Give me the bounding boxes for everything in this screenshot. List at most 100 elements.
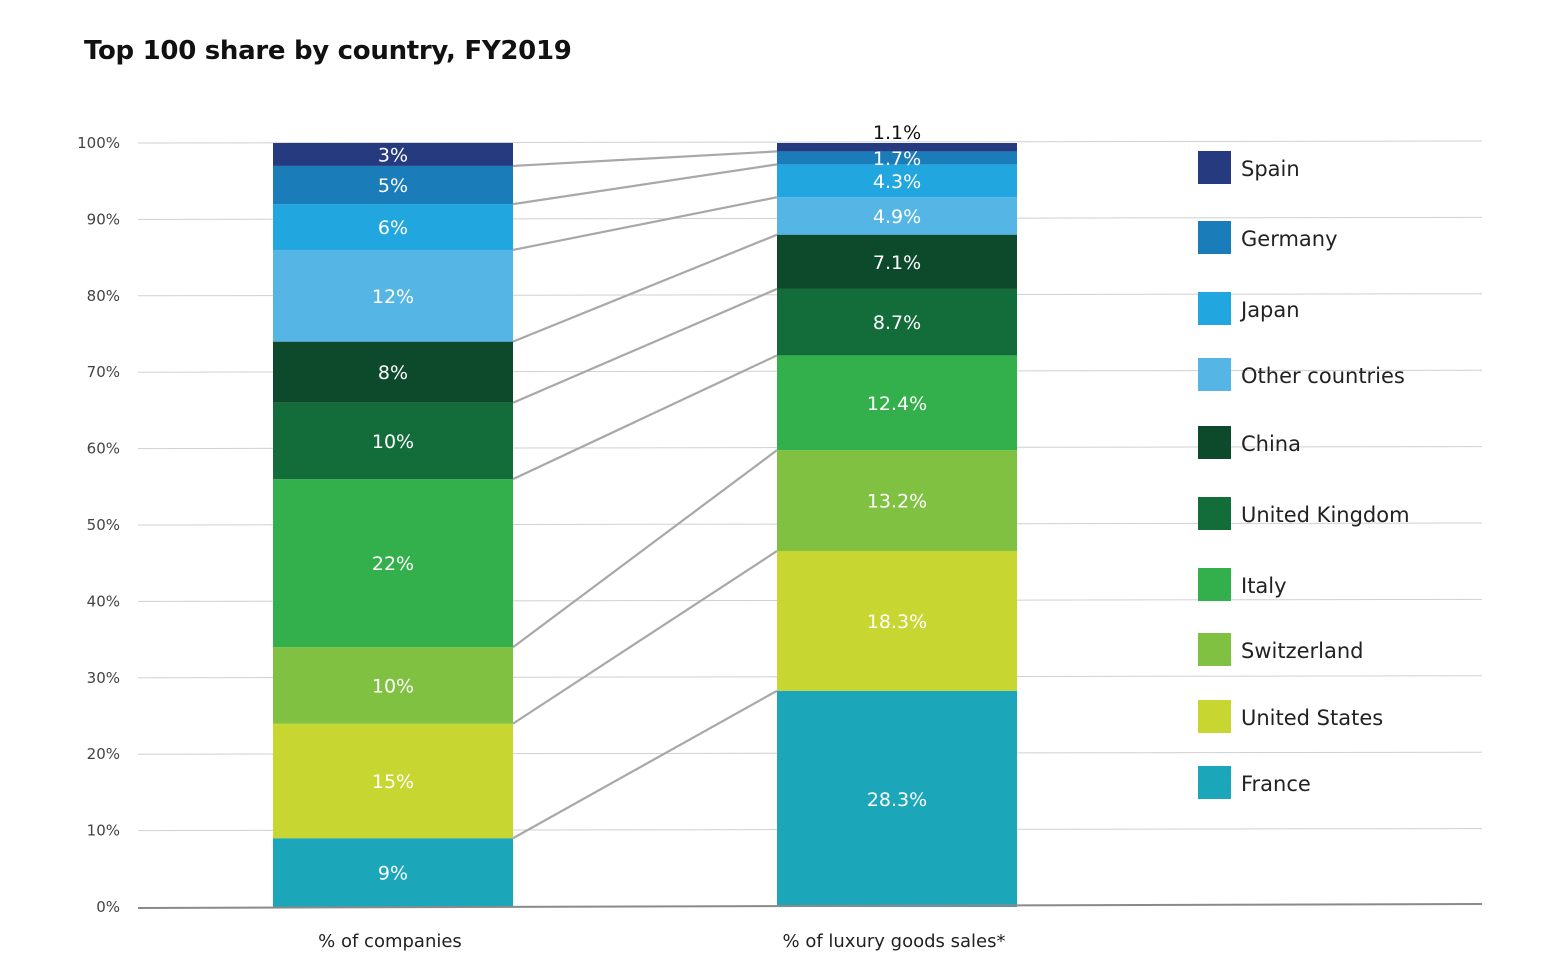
legend-swatch	[1198, 358, 1231, 391]
segment-label: 10%	[372, 675, 414, 697]
legend-item: Germany	[1198, 221, 1338, 254]
legend-label: China	[1241, 432, 1301, 456]
segment-label: 12%	[372, 286, 414, 308]
legend-item: Italy	[1198, 568, 1287, 601]
bar-segment-china	[777, 234, 1017, 289]
y-tick-label: 50%	[87, 516, 120, 534]
segment-label: 18.3%	[867, 611, 927, 633]
connector-line	[512, 689, 778, 840]
axes: 0% 10% 20% 30% 40% 50% 60% 70% 80% 90% 100% % of co…	[77, 134, 1483, 952]
connector-line	[512, 233, 778, 343]
legend-label: Other countries	[1241, 364, 1405, 388]
connector-line	[512, 196, 778, 252]
x-category-label: % of companies	[318, 931, 462, 952]
y-tick-label: 70%	[87, 363, 120, 381]
legend-swatch	[1198, 292, 1231, 325]
segment-label: 15%	[372, 771, 414, 793]
legend-label: Spain	[1241, 157, 1300, 181]
bars	[273, 143, 1017, 907]
legend-label: Germany	[1241, 227, 1338, 251]
x-category-label: % of luxury goods sales*	[783, 931, 1006, 952]
connector-line	[512, 354, 778, 481]
segment-label: 5%	[378, 175, 408, 197]
segment-label: 9%	[378, 863, 408, 885]
chart-title: Top 100 share by country, FY2019	[84, 36, 572, 66]
bar-segment-japan	[777, 164, 1017, 198]
segment-label: 4.9%	[873, 206, 921, 228]
y-tick-label: 40%	[87, 592, 120, 610]
bar-segment-france	[777, 690, 1017, 907]
bar-segment-switzerland	[273, 647, 513, 724]
segment-label: 4.3%	[873, 171, 921, 193]
connector-line	[512, 163, 778, 206]
bar-segment-spain	[777, 143, 1017, 152]
connector-line	[512, 550, 778, 725]
bar-segment-united-kingdom	[777, 288, 1017, 356]
legend-item: Japan	[1198, 292, 1300, 325]
y-tick-label: 90%	[87, 210, 120, 228]
legend-item: France	[1198, 766, 1311, 799]
x-axis-line	[137, 903, 1483, 909]
legend-swatch	[1198, 633, 1231, 666]
segment-label: 1.1%	[873, 122, 921, 144]
segment-label: 22%	[372, 553, 414, 575]
segment-label: 10%	[372, 431, 414, 453]
y-tick-label: 60%	[87, 440, 120, 458]
segment-label: 1.7%	[873, 148, 921, 170]
bar-segment-japan	[273, 204, 513, 250]
bar-segment-united-states	[273, 723, 513, 839]
bar-segment-other-countries	[777, 197, 1017, 235]
connector-line	[512, 287, 778, 404]
bar-segment-china	[273, 341, 513, 403]
segment-label: 8%	[378, 362, 408, 384]
y-tick-label: 100%	[77, 134, 120, 152]
legend: Spain Germany Japan Other countries China Uni…	[1198, 151, 1410, 799]
segment-label: 12.4%	[867, 393, 927, 415]
segment-label: 13.2%	[867, 491, 927, 513]
y-tick-label: 20%	[87, 745, 120, 763]
legend-label: Japan	[1239, 298, 1300, 322]
segment-label: 28.3%	[867, 789, 927, 811]
legend-item: Switzerland	[1198, 633, 1364, 666]
segment-labels: 9% 15% 10% 22% 10% 8% 12% 6% 5% 3% 28.3% 18.3% 13.2%…	[372, 122, 927, 885]
legend-item: Other countries	[1198, 358, 1405, 391]
legend-swatch	[1198, 497, 1231, 530]
legend-swatch	[1198, 151, 1231, 184]
y-tick-label: 10%	[87, 822, 120, 840]
legend-label: Italy	[1241, 574, 1287, 598]
bar-segment-switzerland	[777, 450, 1017, 551]
legend-swatch	[1198, 766, 1231, 799]
bar-segment-italy	[273, 479, 513, 648]
legend-item: United States	[1198, 700, 1383, 733]
legend-swatch	[1198, 700, 1231, 733]
legend-swatch	[1198, 221, 1231, 254]
connector-line	[512, 150, 778, 168]
segment-label: 6%	[378, 217, 408, 239]
legend-swatch	[1198, 426, 1231, 459]
legend-item: China	[1198, 426, 1301, 459]
y-tick-label: 80%	[87, 287, 120, 305]
bar-segment-germany	[273, 165, 513, 205]
bar-segment-other-countries	[273, 249, 513, 342]
bar-segment-spain	[273, 143, 513, 166]
segment-label: 7.1%	[873, 252, 921, 274]
legend-label: United Kingdom	[1241, 503, 1410, 527]
connector-lines	[512, 150, 778, 840]
legend-swatch	[1198, 568, 1231, 601]
connector-line	[512, 449, 778, 649]
bar-segment-france	[273, 838, 513, 907]
bar-segment-united-states	[777, 550, 1017, 691]
bar-segment-germany	[777, 151, 1017, 165]
legend-item: Spain	[1198, 151, 1300, 184]
bar-segment-united-kingdom	[273, 402, 513, 480]
legend-label: Switzerland	[1241, 639, 1364, 663]
legend-label: France	[1241, 772, 1311, 796]
segment-label: 3%	[378, 144, 408, 166]
y-tick-label: 30%	[87, 669, 120, 687]
bar-segment-italy	[777, 355, 1017, 451]
gridline	[137, 140, 1483, 144]
y-tick-label: 0%	[96, 898, 120, 916]
legend-label: United States	[1241, 706, 1383, 730]
legend-item: United Kingdom	[1198, 497, 1410, 530]
